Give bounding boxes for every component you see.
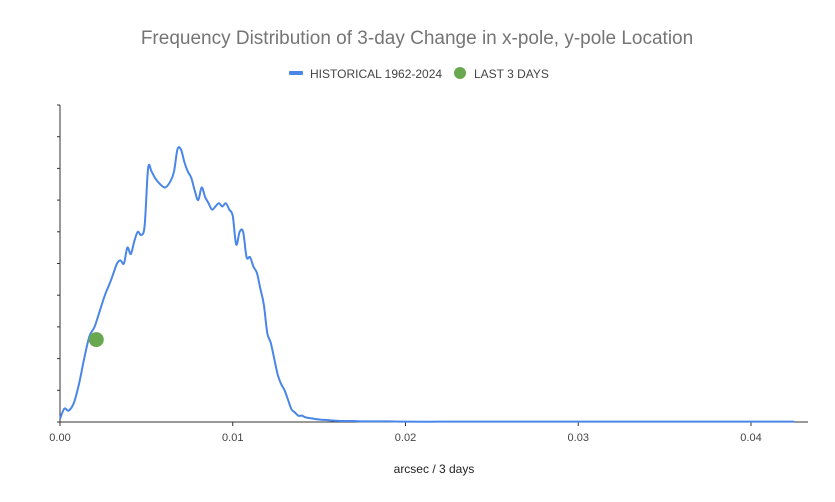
legend-swatch-last-3-days	[454, 67, 466, 79]
x-tick-label: 0.02	[395, 432, 416, 444]
series-line-historical	[59, 146, 795, 423]
legend-label-last-3-days: LAST 3 DAYS	[474, 67, 549, 81]
x-tick-label: 0.00	[49, 432, 70, 444]
legend-item-last-3-days[interactable]: LAST 3 DAYS	[454, 67, 549, 81]
plot-area: 0.00 0.01 0.02 0.03 0.04	[49, 104, 808, 444]
x-tick-label: 0.03	[568, 432, 589, 444]
series-point-last-3-days	[88, 332, 104, 348]
legend: HISTORICAL 1962-2024 LAST 3 DAYS	[289, 67, 549, 81]
x-tick-label: 0.04	[740, 432, 761, 444]
x-tick-label: 0.01	[222, 432, 243, 444]
legend-label-historical: HISTORICAL 1962-2024	[310, 67, 442, 81]
x-axis-label: arcsec / 3 days	[394, 462, 475, 476]
legend-item-historical[interactable]: HISTORICAL 1962-2024	[289, 67, 442, 81]
chart-title: Frequency Distribution of 3-day Change i…	[141, 28, 693, 49]
legend-swatch-historical	[289, 71, 303, 75]
